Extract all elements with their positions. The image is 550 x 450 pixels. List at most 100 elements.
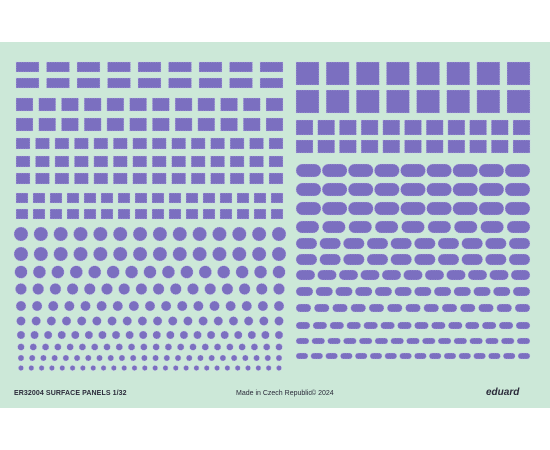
round-panel — [38, 365, 45, 371]
square-panel — [446, 89, 471, 114]
rectangle-panel — [61, 97, 79, 112]
rectangle-panel — [202, 208, 216, 220]
oval-panel — [390, 337, 405, 345]
oval-panel — [481, 321, 497, 330]
round-panel — [135, 283, 148, 295]
oval-panel — [338, 269, 359, 281]
rectangle-panel — [174, 97, 193, 112]
rectangle-panel — [151, 137, 167, 150]
rectangle-panel — [152, 97, 170, 112]
round-panel — [66, 283, 79, 295]
round-panel — [80, 365, 86, 371]
oval-panel — [312, 321, 328, 330]
rectangle-panel — [107, 61, 131, 73]
rectangle-panel — [134, 208, 148, 220]
oval-panel — [448, 321, 463, 330]
oval-panel — [366, 253, 389, 266]
round-panel — [187, 283, 199, 295]
oval-panel — [478, 163, 505, 178]
round-panel — [160, 300, 172, 312]
round-panel — [193, 300, 204, 312]
square-panel — [382, 139, 401, 154]
rectangle-panel — [253, 192, 267, 204]
round-panel — [78, 343, 87, 351]
round-panel — [174, 354, 182, 362]
oval-panel — [295, 201, 322, 216]
round-panel — [85, 354, 92, 362]
round-panel — [213, 316, 224, 326]
rectangle-panel — [49, 208, 63, 220]
oval-panel — [332, 303, 348, 313]
oval-panel — [390, 253, 412, 266]
oval-panel — [426, 182, 452, 197]
rectangle-panel — [152, 117, 170, 132]
rectangle-panel — [265, 117, 284, 132]
round-panel — [192, 246, 207, 262]
oval-panel — [325, 352, 338, 360]
oval-panel — [340, 352, 353, 360]
round-panel — [273, 283, 285, 295]
round-panel — [16, 316, 26, 326]
round-panel — [49, 365, 55, 371]
oval-panel — [374, 182, 400, 197]
rectangle-panel — [242, 117, 261, 132]
oval-panel — [295, 286, 314, 297]
rectangle-panel — [185, 208, 199, 220]
round-panel — [61, 316, 72, 326]
oval-panel — [441, 303, 458, 313]
rectangle-panel — [168, 61, 192, 73]
rectangle-panel — [229, 155, 245, 168]
rectangle-panel — [107, 77, 131, 89]
round-panel — [73, 246, 88, 262]
rectangle-panel — [15, 137, 31, 150]
round-panel — [152, 354, 159, 362]
round-panel — [62, 354, 70, 362]
rectangle-panel — [15, 61, 40, 73]
rectangle-panel — [134, 192, 148, 204]
round-panel — [141, 365, 148, 371]
round-panel — [209, 300, 220, 312]
round-panel — [129, 354, 137, 362]
rectangle-panel — [229, 137, 245, 150]
rectangle-panel — [229, 61, 253, 73]
rectangle-panel — [74, 137, 89, 150]
round-panel — [271, 246, 287, 262]
rectangle-panel — [35, 137, 50, 150]
rectangle-panel — [270, 208, 284, 220]
rectangle-panel — [93, 155, 109, 168]
rectangle-panel — [46, 61, 70, 73]
oval-panel — [329, 321, 345, 330]
square-panel — [339, 139, 357, 154]
oval-panel — [390, 237, 412, 250]
copyright-label: © 2024 — [311, 390, 334, 397]
rectangle-panel — [249, 137, 264, 150]
round-panel — [198, 316, 208, 326]
round-panel — [242, 354, 249, 362]
oval-panel — [295, 352, 309, 360]
rectangle-panel — [249, 172, 264, 185]
oval-panel — [380, 321, 395, 330]
square-panel — [404, 119, 422, 136]
oval-panel — [478, 303, 494, 313]
oval-panel — [400, 182, 426, 197]
rectangle-panel — [106, 97, 125, 112]
round-panel — [31, 300, 43, 312]
oval-panel — [502, 352, 516, 360]
rectangle-panel — [268, 155, 284, 168]
oval-panel — [452, 163, 479, 178]
oval-panel — [354, 352, 368, 360]
round-panel — [83, 283, 96, 295]
oval-panel — [414, 286, 432, 297]
round-panel — [238, 283, 251, 295]
round-panel — [245, 365, 251, 371]
oval-panel — [295, 253, 318, 266]
rectangle-panel — [132, 172, 148, 185]
round-panel — [69, 265, 83, 279]
rectangle-panel — [54, 137, 70, 150]
oval-panel — [346, 321, 362, 330]
round-panel — [226, 343, 234, 351]
rectangle-panel — [83, 208, 97, 220]
round-panel — [46, 316, 57, 326]
round-panel — [53, 226, 68, 242]
oval-panel — [508, 237, 531, 250]
